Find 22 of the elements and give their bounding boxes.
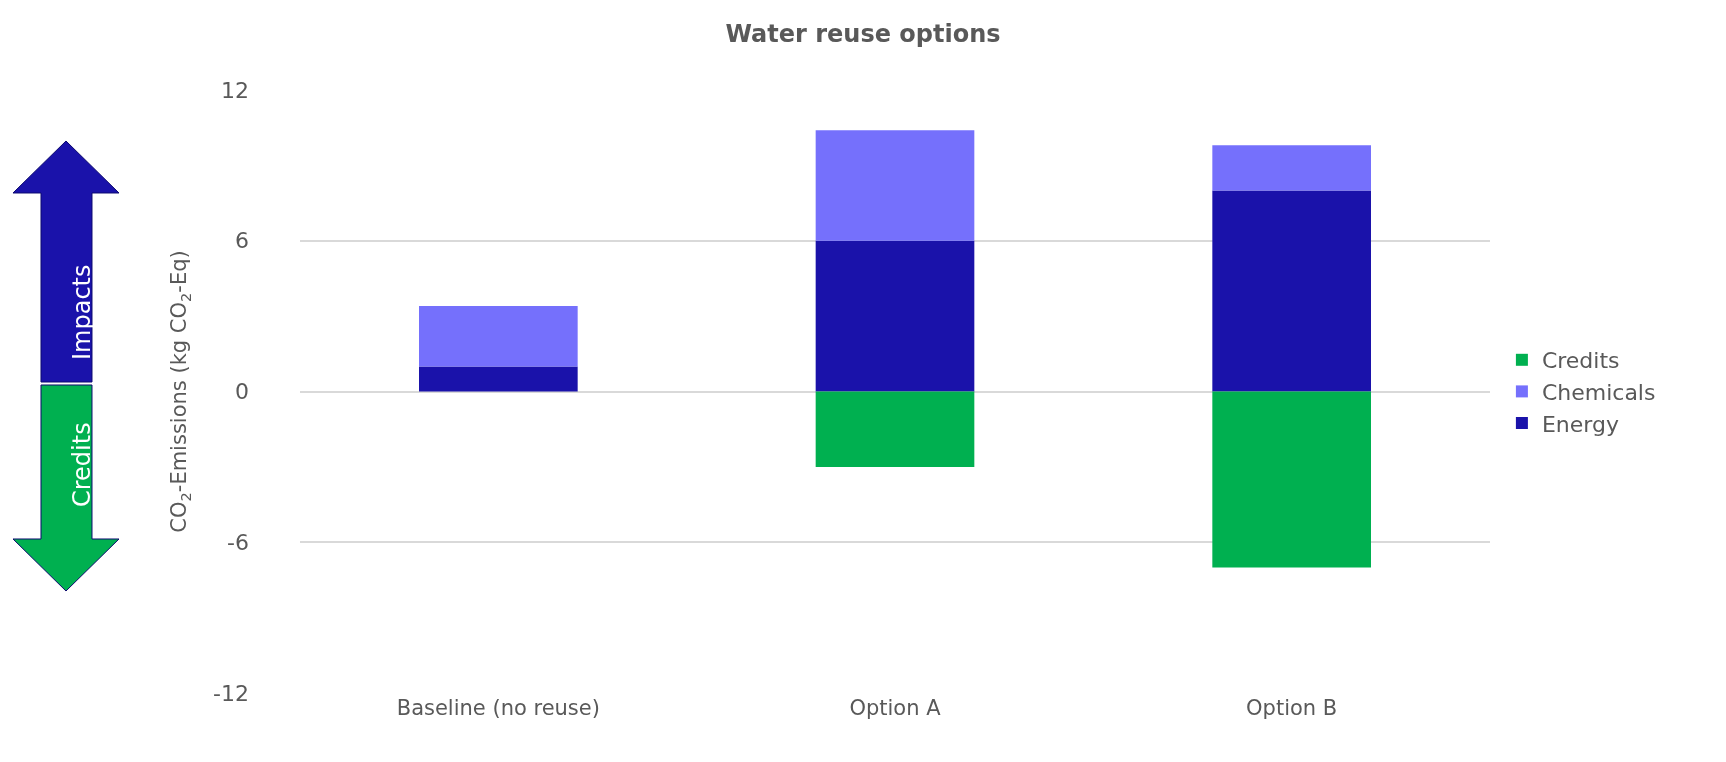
bar — [1212, 145, 1371, 191]
bar — [815, 130, 975, 241]
x-tick-label: Option B — [1246, 696, 1338, 720]
legend-label: Credits — [1541, 348, 1620, 374]
x-tick-label: Option A — [849, 696, 942, 720]
legend-label: Chemicals — [1541, 379, 1656, 405]
bar — [1212, 190, 1371, 392]
y-tick-label: 6 — [235, 228, 249, 254]
text: Credits — [68, 422, 96, 507]
y-tick-label: -6 — [227, 529, 249, 555]
bar — [419, 366, 578, 392]
legend-label: Energy — [1541, 411, 1619, 437]
bar — [815, 240, 975, 392]
y-tick-label: 0 — [235, 379, 249, 405]
bar — [1212, 391, 1371, 568]
bar — [419, 306, 578, 367]
bar — [815, 391, 975, 467]
y-tick-label: -12 — [213, 680, 249, 706]
x-tick-label: Baseline (no reuse) — [396, 696, 600, 720]
chart-title: Water reuse options — [725, 19, 1001, 48]
y-tick-label: 12 — [221, 77, 249, 103]
text: Impacts — [68, 264, 96, 360]
